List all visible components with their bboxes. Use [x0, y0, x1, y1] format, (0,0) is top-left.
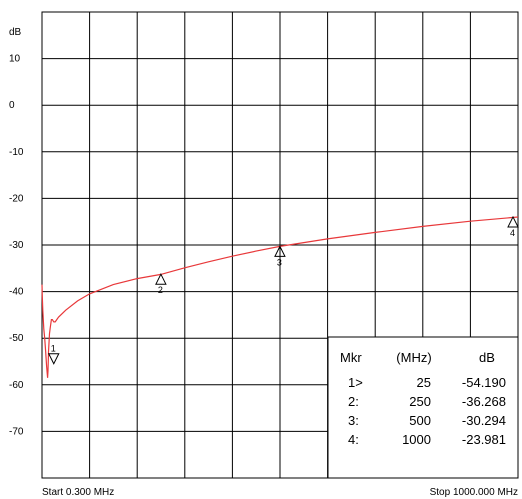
marker-triangle-up	[507, 215, 519, 228]
table-cell-frequency: 1000	[402, 432, 431, 447]
y-tick-label: -70	[9, 426, 24, 437]
marker-number: 2	[158, 285, 163, 295]
marker-triangle-up	[274, 245, 286, 257]
marker-triangle-up	[155, 273, 167, 285]
marker-table: Mkr (MHz) dB 1> 25 -54.190 2: 250 -36.268 3: 500 -3…	[327, 336, 519, 479]
marker-table-box	[327, 336, 519, 479]
table-cell-db: -23.981	[462, 432, 506, 447]
marker-1: 1	[47, 344, 60, 365]
table-header: (MHz)	[396, 350, 431, 365]
table-cell-db: -54.190	[462, 375, 506, 390]
table-cell-db: -30.294	[462, 413, 506, 428]
stop-frequency-label: Stop 1000.000 MHz	[430, 487, 518, 498]
marker-2: 2	[155, 273, 167, 295]
table-cell-marker: 1>	[348, 375, 363, 390]
y-tick-label: -30	[9, 240, 24, 251]
y-tick-label: 10	[9, 54, 21, 65]
trace-line	[41, 216, 519, 378]
table-header: Mkr	[340, 350, 362, 365]
table-cell-marker: 4:	[348, 432, 359, 447]
y-axis-unit-label: dB	[9, 27, 22, 38]
marker-number: 4	[510, 228, 515, 238]
y-tick-label: -10	[9, 147, 24, 158]
marker-triangle-down	[47, 353, 60, 365]
marker-number: 1	[51, 344, 56, 354]
y-tick-label: -60	[9, 380, 24, 391]
marker-4: 4	[507, 215, 519, 238]
y-tick-label: -50	[9, 333, 24, 344]
label-layer: dB Start 0.300 MHz Stop 1000.000 MHz 100…	[9, 27, 518, 498]
y-tick-label: 0	[9, 100, 15, 111]
table-cell-marker: 3:	[348, 413, 359, 428]
trace-layer	[41, 216, 519, 378]
marker-3: 3	[274, 245, 286, 267]
marker-layer: 1 2 3 4	[47, 215, 519, 365]
table-cell-frequency: 25	[417, 375, 431, 390]
y-tick-label: -20	[9, 193, 24, 204]
table-header: dB	[479, 350, 495, 365]
y-tick-label: -40	[9, 287, 24, 298]
table-cell-frequency: 500	[409, 413, 431, 428]
table-cell-db: -36.268	[462, 394, 506, 409]
start-frequency-label: Start 0.300 MHz	[42, 487, 114, 498]
marker-number: 3	[277, 257, 282, 267]
table-cell-marker: 2:	[348, 394, 359, 409]
table-cell-frequency: 250	[409, 394, 431, 409]
